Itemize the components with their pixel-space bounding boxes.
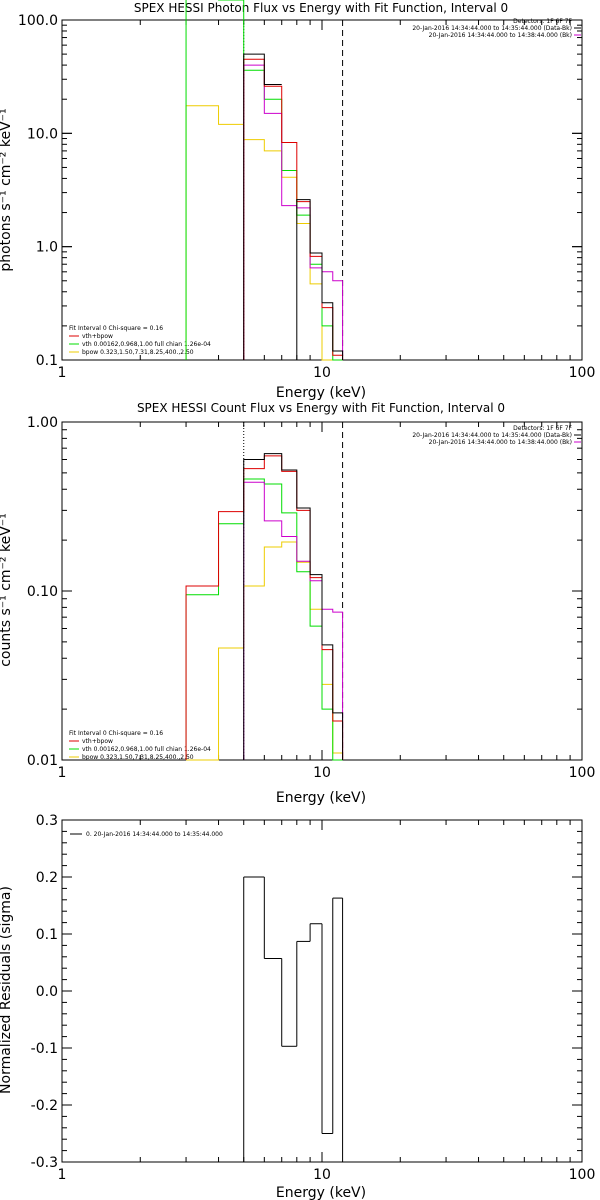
photon-ytick-label: 1.0 bbox=[36, 240, 58, 256]
photon-ytick-label: 100.0 bbox=[18, 13, 58, 29]
resid-xtick-label: 100 bbox=[569, 1167, 596, 1183]
photon-bk-interval-text: 20-Jan-2016 14:34:44.000 to 14:38:44.000… bbox=[429, 32, 572, 39]
photon-flux-xlabel: Energy (keV) bbox=[276, 385, 366, 401]
resid-ytick-label: 0.1 bbox=[36, 927, 58, 943]
resid-xtick-label: 1 bbox=[58, 1167, 67, 1183]
residuals-panel: 1 10 100 -0.3 -0.2 -0.1 0.0 0.1 0.2 0.3 Energy (k… bbox=[0, 813, 595, 1200]
resid-ytick-label: 0.3 bbox=[36, 813, 58, 829]
photon-fit-summary: Fit Interval 0 Chi-square = 0.16 bbox=[69, 325, 163, 332]
count-xtick-label: 100 bbox=[569, 765, 596, 781]
count-ytick-label: 1.00 bbox=[27, 415, 58, 431]
photon-ytick-label: 10.0 bbox=[27, 126, 58, 142]
photon-fit-func: vth+bpow bbox=[82, 333, 113, 340]
count-flux-panel: SPEX HESSI Count Flux vs Energy with Fit… bbox=[0, 401, 595, 806]
photon-fit-vth: vth 0.00162,0.968,1.00 full chian 1.26e-… bbox=[82, 341, 211, 348]
resid-ytick-label: 0.0 bbox=[36, 984, 58, 1000]
photon-xtick-label: 10 bbox=[313, 365, 331, 381]
photon-flux-ylabel: photons s⁻¹ cm⁻² keV⁻¹ bbox=[0, 108, 14, 271]
residuals-ylabel: Normalized Residuals (sigma) bbox=[0, 886, 14, 1094]
count-fit-func: vth+bpow bbox=[82, 738, 113, 745]
photon-flux-title: SPEX HESSI Photon Flux vs Energy with Fi… bbox=[134, 1, 508, 15]
resid-ytick-label: 0.2 bbox=[36, 870, 58, 886]
count-flux-title: SPEX HESSI Count Flux vs Energy with Fit… bbox=[137, 401, 505, 415]
photon-bk-histogram bbox=[243, 64, 344, 360]
resid-ytick-label: -0.2 bbox=[31, 1098, 58, 1114]
count-bk-interval-text: 20-Jan-2016 14:34:44.000 to 14:38:44.000… bbox=[429, 439, 572, 446]
photon-ytick-label: 0.1 bbox=[36, 353, 58, 369]
count-flux-ylabel: counts s⁻¹ cm⁻² keV⁻¹ bbox=[0, 513, 14, 667]
count-data-histogram bbox=[243, 453, 344, 760]
photon-fit-bpow: bpow 0.323,1.50,7.31,8.25,400.,2.50 bbox=[82, 349, 194, 356]
count-flux-xlabel: Energy (keV) bbox=[276, 790, 366, 806]
photon-bpow-histogram bbox=[185, 105, 343, 361]
photon-data-interval-text: 20-Jan-2016 14:34:44.000 to 14:35:44.000… bbox=[412, 25, 572, 32]
count-bk-histogram bbox=[243, 481, 344, 760]
count-xtick-label: 10 bbox=[313, 765, 331, 781]
count-xtick-label: 1 bbox=[58, 765, 67, 781]
photon-xtick-label: 100 bbox=[569, 365, 596, 381]
residuals-axes: 1 10 100 -0.3 -0.2 -0.1 0.0 0.1 0.2 0.3 bbox=[31, 813, 596, 1183]
count-flux-axes: 1 10 100 0.01 0.10 1.00 bbox=[27, 415, 596, 781]
residuals-xlabel: Energy (keV) bbox=[276, 1185, 366, 1200]
residuals-legend-text: 0. 20-Jan-2016 14:34:44.000 to 14:35:44.… bbox=[86, 831, 223, 838]
resid-ytick-label: -0.1 bbox=[31, 1041, 58, 1057]
count-fit-summary: Fit Interval 0 Chi-square = 0.16 bbox=[69, 730, 163, 737]
photon-total-histogram bbox=[243, 58, 344, 360]
count-total-histogram bbox=[185, 455, 344, 760]
photon-xtick-label: 1 bbox=[58, 365, 67, 381]
resid-xtick-label: 10 bbox=[313, 1167, 331, 1183]
count-ytick-label: 0.01 bbox=[27, 753, 58, 769]
resid-ytick-label: -0.3 bbox=[31, 1155, 58, 1171]
count-fit-bpow: bpow 0.323,1.50,7.31,8.25,400.,2.50 bbox=[82, 754, 194, 761]
count-detectors-text: Detectors: 1F 6F 7F bbox=[513, 425, 572, 432]
photon-detectors-text: Detectors: 1F 6F 7F bbox=[513, 18, 572, 25]
count-fit-vth: vth 0.00162,0.968,1.00 full chian 1.26e-… bbox=[82, 746, 211, 753]
photon-flux-panel: SPEX HESSI Photon Flux vs Energy with Fi… bbox=[0, 0, 595, 401]
count-data-interval-text: 20-Jan-2016 14:34:44.000 to 14:35:44.000… bbox=[412, 432, 572, 439]
photon-data-histogram bbox=[243, 53, 344, 360]
count-ytick-label: 0.10 bbox=[27, 584, 58, 600]
